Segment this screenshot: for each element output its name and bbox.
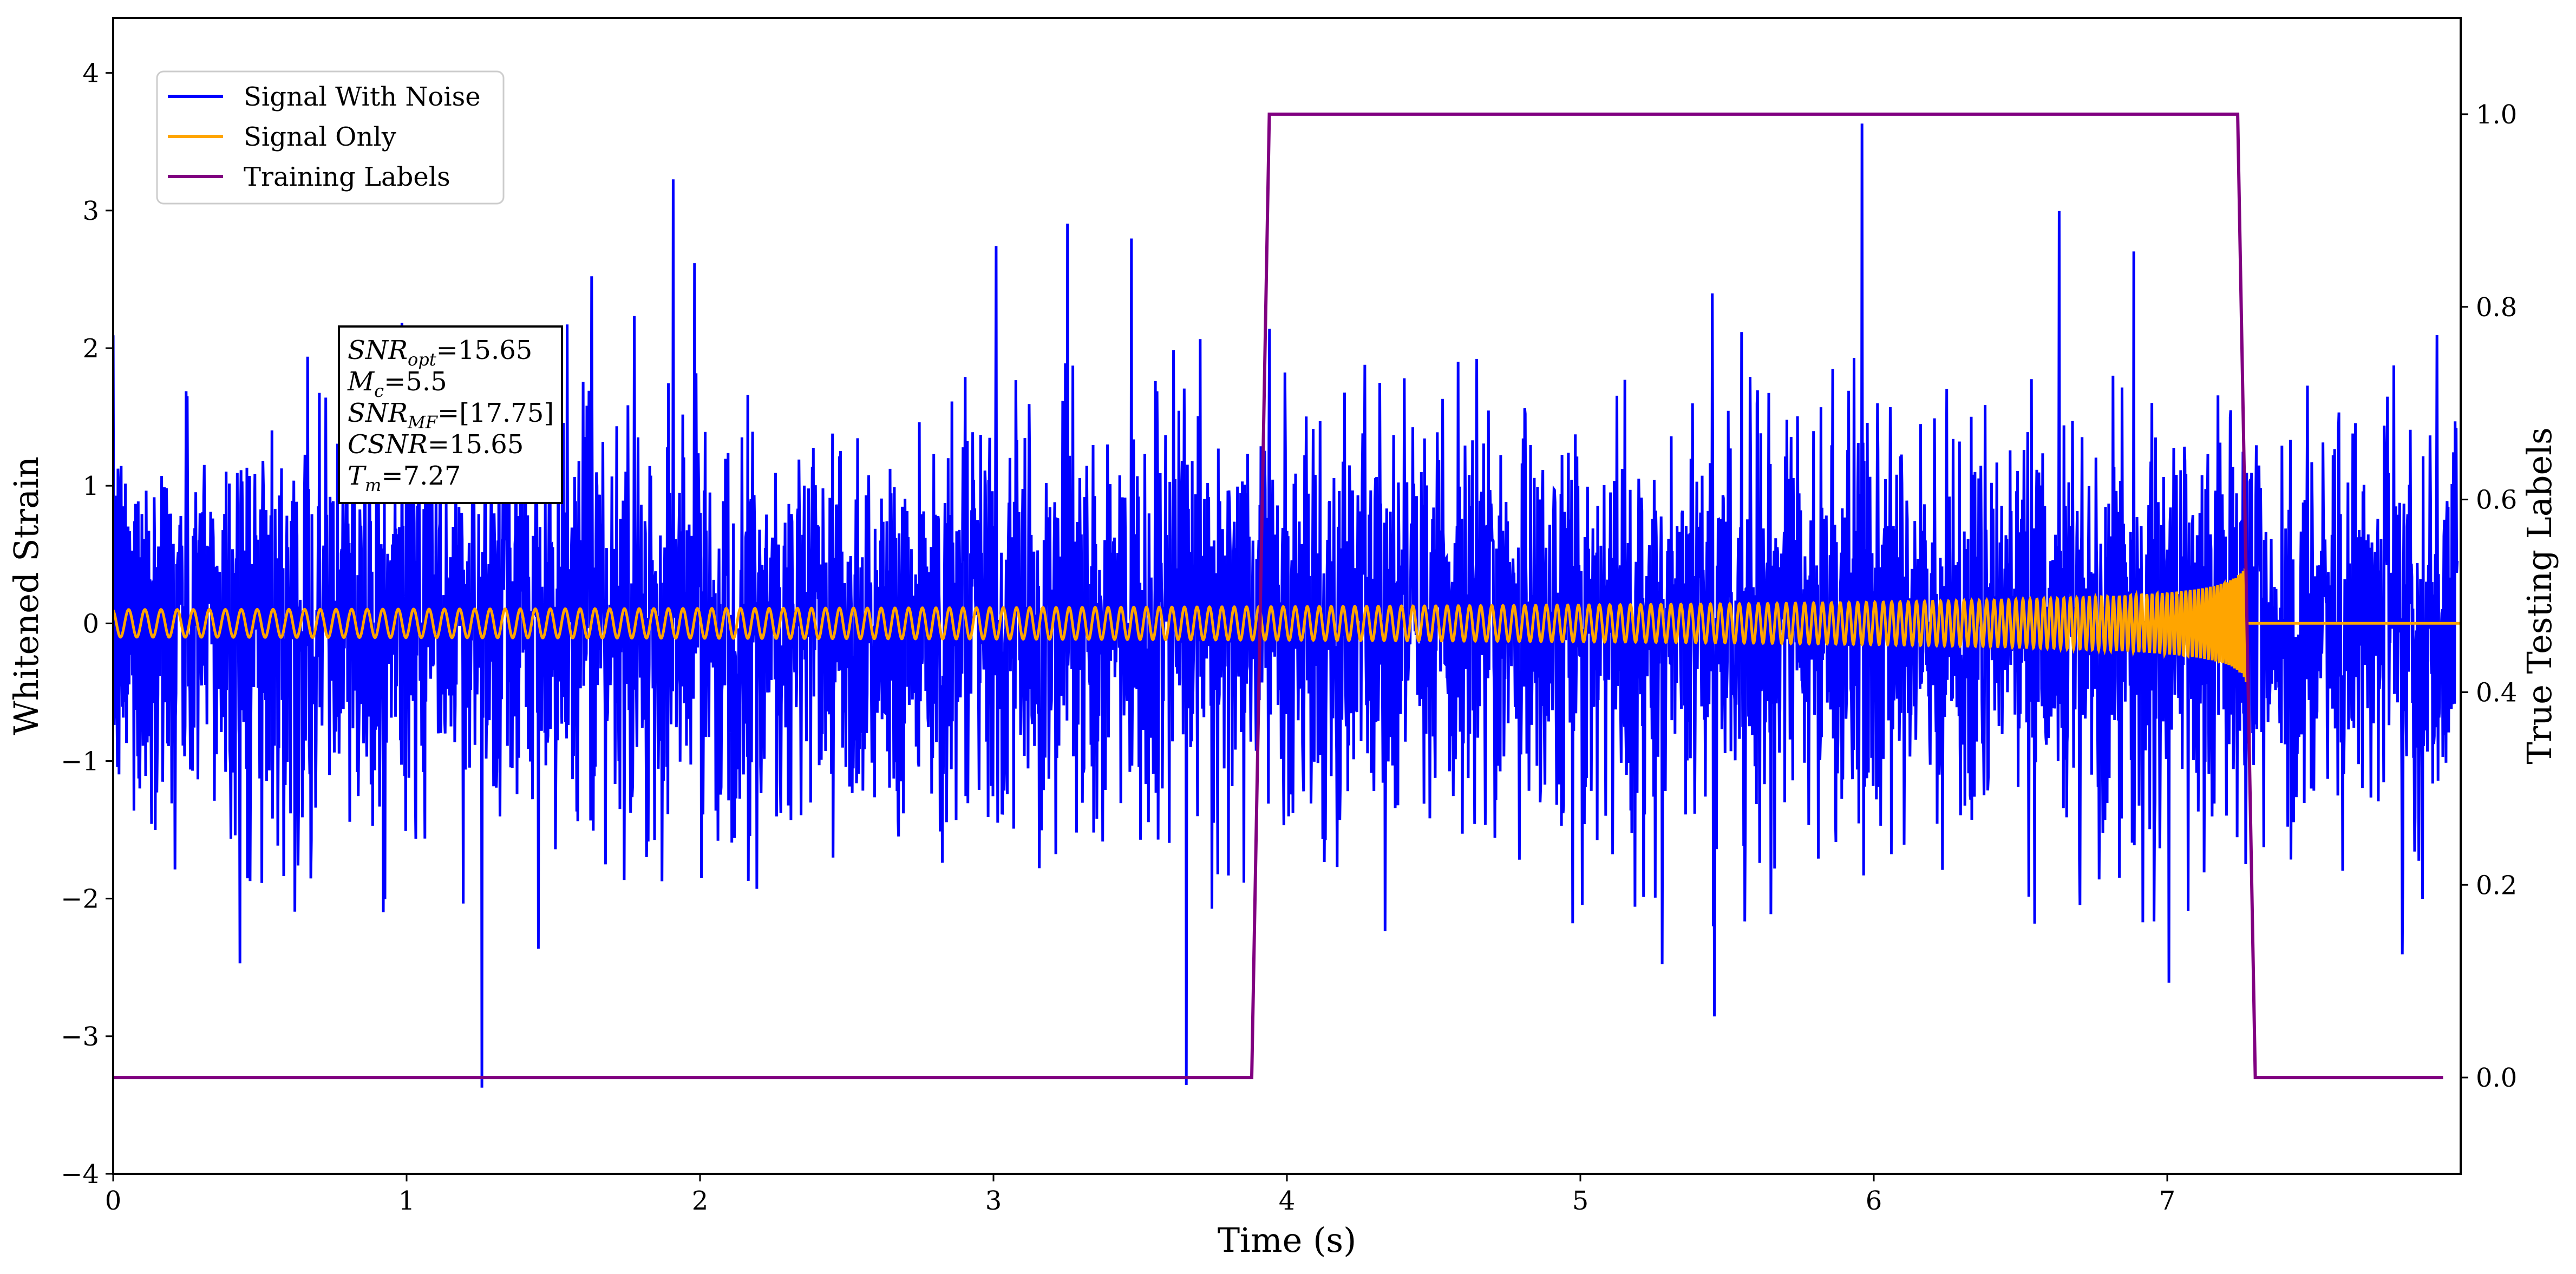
y-tick-label: 3 <box>82 196 99 226</box>
legend-label: Signal With Noise <box>244 82 481 112</box>
y-tick-label: 0 <box>82 609 99 639</box>
annotation-line: Mc=5.5 <box>347 367 447 401</box>
legend-label: Signal Only <box>244 122 396 152</box>
series-layer <box>113 112 2461 1088</box>
annotation-line: Tm=7.27 <box>348 461 461 495</box>
annotation-frame <box>338 325 563 504</box>
y-tick-label: 2 <box>82 334 99 364</box>
x-tick-label: 5 <box>1572 1186 1589 1216</box>
y2-tick-label: 0.0 <box>2476 1063 2517 1093</box>
legend: Signal With Noise Signal Only Training Lab… <box>156 70 505 205</box>
training-labels-line <box>113 112 2443 1080</box>
y-tick-label: −2 <box>61 884 99 914</box>
y-tick-label: −3 <box>61 1022 99 1052</box>
legend-frame <box>156 70 505 205</box>
y2-tick-label: 0.4 <box>2476 677 2517 708</box>
parameter-annotation-box: SNRopt=15.65Mc=5.5SNRMF=[17.75]CSNR=15.6… <box>338 325 563 504</box>
legend-label: Training Labels <box>244 162 450 192</box>
x-tick-label: 6 <box>1866 1186 1882 1216</box>
y-tick-label: −1 <box>61 747 99 777</box>
annotation-line: SNRopt=15.65 <box>348 335 532 370</box>
signal-with-noise-line <box>113 123 2459 1088</box>
annotation-line: SNRMF=[17.75] <box>348 398 554 433</box>
y-tick-label: 4 <box>82 58 99 89</box>
x-tick-label: 4 <box>1279 1186 1296 1216</box>
x-tick-label: 7 <box>2159 1186 2176 1216</box>
y2-tick-label: 1.0 <box>2476 100 2517 130</box>
x-tick-label: 0 <box>105 1186 122 1216</box>
y-tick-label: 1 <box>82 471 99 501</box>
axes-layer: 0 1 2 3 4 5 6 7 −4 −3 −2 −1 0 1 2 3 4 0.0 0.2 0.4 0.6 0.8 1.0 <box>61 17 2517 1216</box>
x-tick-label: 2 <box>692 1186 709 1216</box>
y2-tick-label: 0.6 <box>2476 485 2517 515</box>
x-tick-label: 1 <box>398 1186 415 1216</box>
y2-tick-label: 0.8 <box>2476 292 2517 323</box>
y-tick-label: −4 <box>61 1159 99 1190</box>
signal-only-line <box>113 568 2461 683</box>
x-axis-title: Time (s) <box>1218 1220 1357 1260</box>
y2-axis-title: True Testing Labels <box>2520 427 2559 765</box>
x-tick-label: 3 <box>985 1186 1002 1216</box>
y-axis-title: Whitened Strain <box>6 456 46 735</box>
y2-tick-label: 0.2 <box>2476 870 2517 900</box>
annotation-line: CSNR=15.65 <box>348 429 524 460</box>
